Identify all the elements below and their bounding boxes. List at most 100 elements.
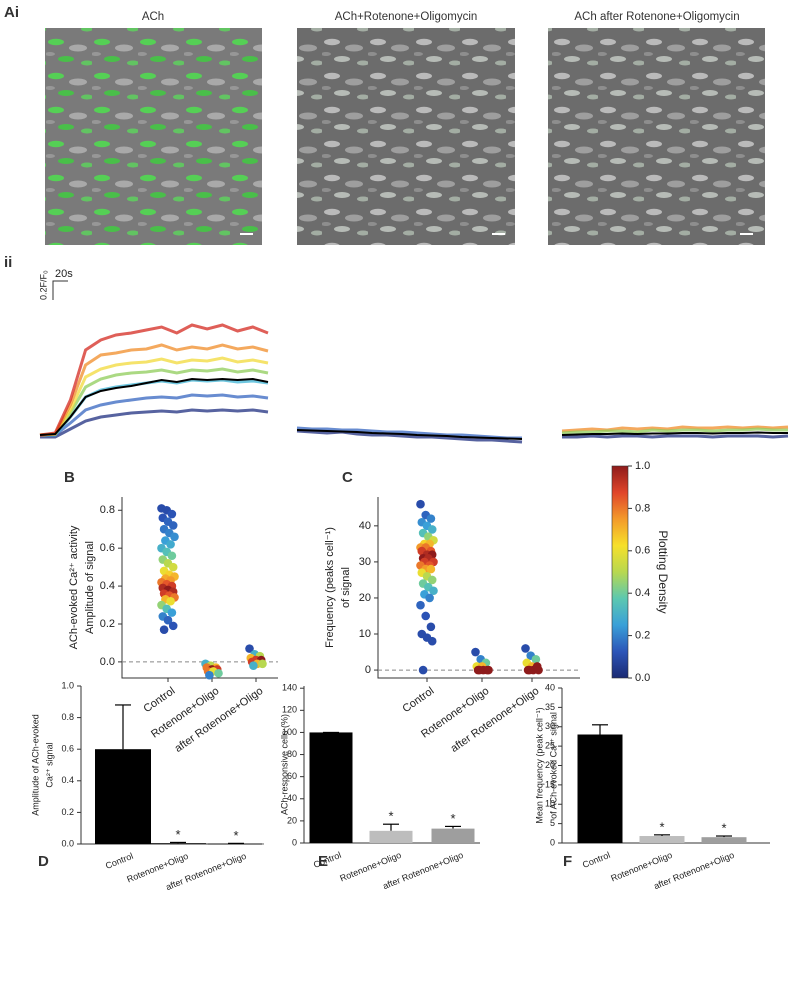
panel-letter: Ai (4, 4, 19, 21)
image (548, 28, 765, 245)
y-tick-label: 0.4 (635, 587, 650, 599)
significance: * (450, 811, 455, 826)
bar (309, 732, 353, 843)
image-title: ACh (142, 11, 164, 23)
y-tick-label: 0.6 (61, 744, 74, 754)
y-tick-label: 10 (359, 628, 371, 640)
y-tick-label: 0.6 (100, 542, 115, 554)
significance: * (233, 828, 238, 843)
bar (701, 837, 747, 843)
y-axis-label: Amplitude of ACh-evoked (30, 714, 40, 816)
x-tick-label: Control (581, 850, 612, 870)
y-tick-label: 0 (365, 664, 371, 676)
panel-letter: D (38, 853, 49, 870)
data-point (168, 521, 178, 530)
panel-letter: B (64, 469, 75, 486)
data-point (534, 665, 543, 675)
y-axis-label: Frequency (peaks cell⁻¹) (324, 527, 336, 648)
y-axis-label: Amplitude of signal (84, 541, 96, 634)
mean-trace (561, 431, 788, 436)
data-point (429, 586, 438, 596)
y-tick-label: 100 (282, 727, 297, 737)
y-tick-label: 30 (545, 721, 555, 731)
significance: * (388, 809, 393, 824)
trace (39, 323, 269, 437)
y-tick-label: 1.0 (61, 680, 74, 690)
data-point (168, 562, 178, 572)
panel-letter: F (563, 853, 572, 870)
image-title: ACh+Rotenone+Oligomycin (335, 11, 478, 23)
data-point (427, 525, 437, 534)
y-tick-label: 120 (282, 705, 297, 715)
y-tick-label: 20 (545, 760, 555, 770)
trace (562, 434, 789, 439)
y-tick-label: 5 (550, 818, 555, 828)
trace (561, 425, 789, 433)
bar (431, 828, 475, 843)
y-tick-label: 0.4 (61, 775, 74, 785)
data-point (416, 499, 425, 509)
data-point (471, 647, 480, 657)
y-axis-label: Ca²⁺ signal (44, 742, 54, 787)
scale-label: 0.2F/F₀ (38, 270, 48, 300)
y-tick-label: 60 (287, 771, 297, 781)
y-tick-label: 0.4 (100, 580, 115, 592)
bar (208, 843, 264, 845)
y-tick-label: 35 (545, 702, 555, 712)
y-axis-label: of signal (340, 567, 352, 608)
x-tick-label: after Rotenone+Oligo (449, 685, 542, 755)
data-point (168, 621, 178, 631)
y-axis-label: Mean frequency (peak cell⁻¹) (534, 707, 544, 823)
image-title: ACh after Rotenone+Oligomycin (574, 11, 739, 23)
y-tick-label: 40 (545, 682, 555, 692)
data-point (166, 596, 175, 606)
data-point (416, 600, 425, 610)
data-point (214, 668, 223, 678)
trace (561, 427, 788, 435)
y-tick-label: 0.8 (635, 502, 650, 514)
image (297, 28, 515, 245)
trace (296, 426, 522, 440)
y-tick-label: 0 (550, 837, 555, 847)
significance: * (721, 820, 726, 835)
trace (39, 367, 269, 437)
data-point (167, 509, 177, 519)
data-point (205, 670, 214, 680)
y-tick-label: 40 (359, 520, 371, 532)
data-point (167, 551, 177, 561)
bar (639, 836, 685, 843)
data-point (426, 622, 436, 632)
x-tick-label: Control (141, 685, 177, 715)
colorbar-label: Plotting Density (656, 530, 670, 613)
x-tick-label: Control (400, 685, 436, 715)
y-tick-label: 10 (545, 799, 555, 809)
data-point (525, 665, 534, 675)
y-tick-label: 30 (359, 556, 371, 568)
y-axis-label: of ACh-evoked Ca²⁺ signal (548, 712, 558, 819)
trace (296, 429, 523, 444)
y-tick-label: 20 (359, 592, 371, 604)
y-tick-label: 0.2 (100, 618, 115, 630)
data-point (484, 665, 493, 675)
y-tick-label: 40 (287, 793, 297, 803)
bar (369, 830, 413, 843)
data-point (521, 644, 530, 653)
axis-line (377, 497, 580, 679)
x-tick-label: Control (104, 851, 135, 871)
panel-letter: C (342, 469, 353, 486)
y-tick-label: 25 (545, 741, 555, 751)
y-axis-label: ACh-evoked Ca²⁺ activity (68, 525, 80, 649)
y-tick-label: 0.0 (61, 838, 74, 848)
scale-bar (52, 280, 68, 300)
trace (39, 343, 269, 437)
mean-trace (39, 377, 269, 436)
y-tick-label: 0.8 (100, 504, 115, 516)
data-point (427, 636, 437, 646)
y-tick-label: 140 (282, 683, 297, 693)
trace (40, 408, 269, 439)
y-tick-label: 0.0 (635, 672, 650, 684)
y-tick-label: 0.8 (61, 712, 74, 722)
data-point (427, 575, 437, 585)
y-tick-label: 0 (292, 837, 297, 847)
